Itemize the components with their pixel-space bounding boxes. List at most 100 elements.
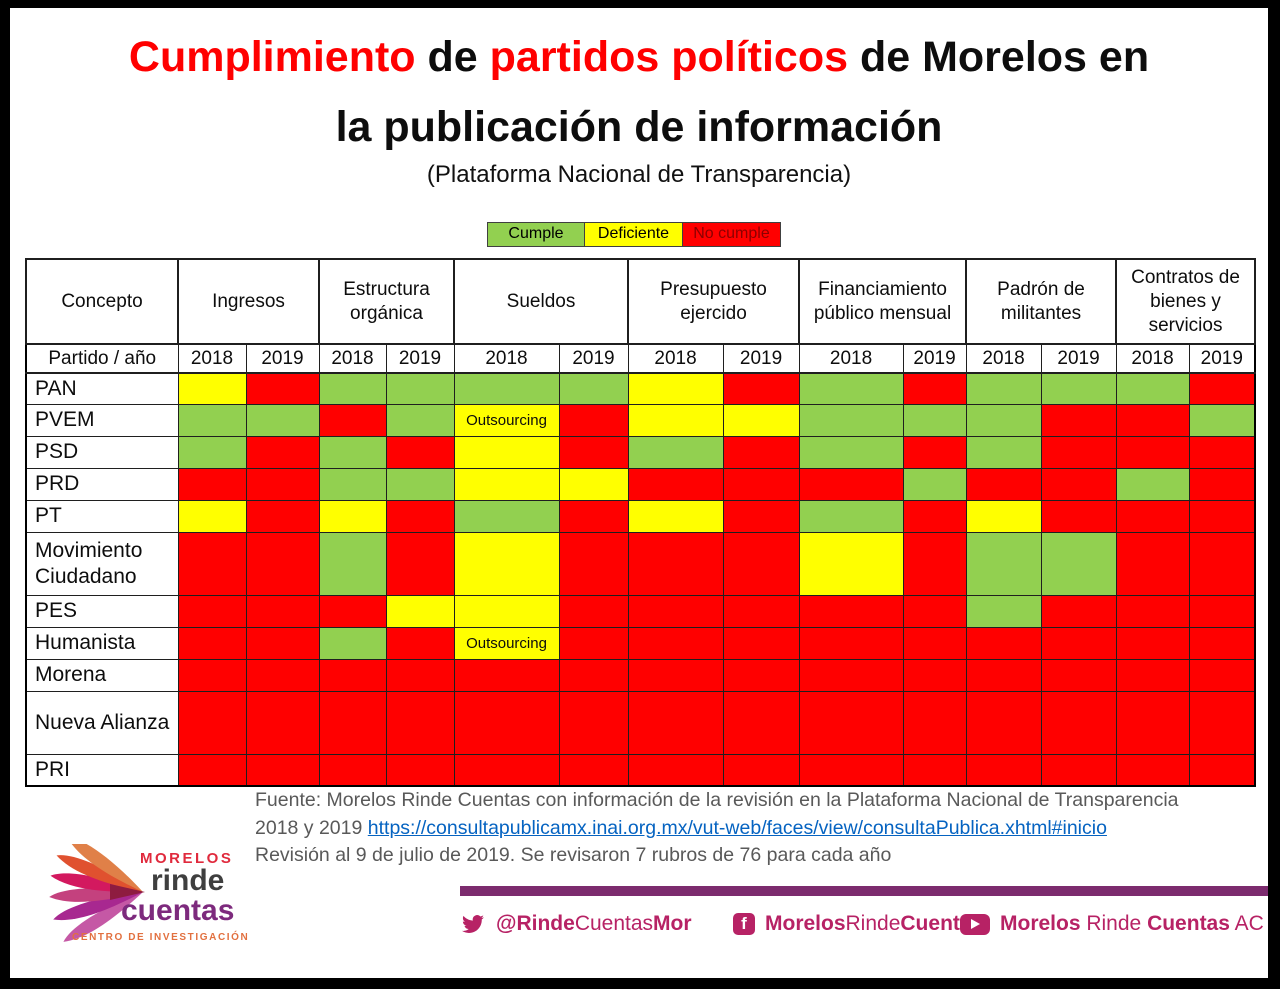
- facebook-text-reg-1: Rinde: [845, 912, 901, 935]
- status-cell: [245, 531, 320, 596]
- status-cell: [965, 531, 1042, 596]
- status-cell: [558, 594, 629, 628]
- source-line-1: Fuente: Morelos Rinde Cuentas con inform…: [255, 789, 1179, 811]
- year-header: 2018: [798, 343, 904, 374]
- youtube-text-bold-1: Morelos: [1000, 912, 1081, 935]
- status-cell: [385, 594, 455, 628]
- youtube-text-bold-2: Cuentas: [1147, 912, 1230, 935]
- status-cell: [318, 467, 387, 501]
- status-cell: [627, 626, 724, 660]
- status-cell: [453, 467, 560, 501]
- status-cell: [453, 531, 560, 596]
- youtube-icon: [960, 913, 990, 935]
- status-cell: [798, 594, 904, 628]
- status-cell: [177, 531, 247, 596]
- column-group-header-presupuesto-ejercido: Presupuesto ejercido: [627, 258, 801, 345]
- status-cell: [965, 753, 1042, 787]
- legend-item-cumple: Cumple: [487, 222, 585, 247]
- title-red-2: partidos políticos: [489, 33, 849, 81]
- logo-word-rinde: rinde: [151, 864, 225, 897]
- status-cell: [1115, 531, 1190, 596]
- status-cell: [558, 499, 629, 533]
- status-cell: [1040, 531, 1117, 596]
- status-cell: [1188, 626, 1256, 660]
- status-cell: [722, 435, 800, 469]
- status-cell: [245, 753, 320, 787]
- source-link[interactable]: https://consultapublicamx.inai.org.mx/vu…: [367, 816, 1107, 839]
- status-cell: [902, 403, 967, 437]
- status-cell: [902, 753, 967, 787]
- status-cell: Outsourcing: [453, 403, 560, 437]
- concepto-header: Concepto: [25, 258, 179, 345]
- status-cell: [385, 499, 455, 533]
- status-cell: [902, 372, 967, 405]
- status-cell: [1115, 658, 1190, 692]
- status-cell: [902, 594, 967, 628]
- year-header: 2019: [902, 343, 967, 374]
- status-cell: [177, 499, 247, 533]
- status-cell: [177, 467, 247, 501]
- status-cell: [385, 403, 455, 437]
- status-cell: [453, 594, 560, 628]
- youtube-handle: Morelos Rinde Cuentas AC: [960, 909, 1264, 939]
- legend: Cumple Deficiente No cumple: [487, 222, 781, 247]
- status-cell: [1188, 594, 1256, 628]
- status-cell: [722, 594, 800, 628]
- status-cell: [1188, 531, 1256, 596]
- twitter-icon: [460, 913, 486, 935]
- status-cell: [558, 372, 629, 405]
- leaf-fan-icon: [49, 844, 145, 942]
- status-cell: [902, 467, 967, 501]
- status-cell: [318, 403, 387, 437]
- org-logo: MORELOS rinde cuentas CENTRO DE INVESTIG…: [48, 840, 248, 950]
- status-cell: [1188, 435, 1256, 469]
- status-cell: [965, 594, 1042, 628]
- status-cell: [177, 658, 247, 692]
- legend-item-deficiente: Deficiente: [584, 222, 683, 247]
- status-cell: [558, 467, 629, 501]
- status-cell: [558, 658, 629, 692]
- status-cell: [318, 435, 387, 469]
- status-cell: [453, 690, 560, 755]
- status-cell: [965, 403, 1042, 437]
- status-cell: [385, 690, 455, 755]
- title-black-2: de Morelos en: [848, 33, 1150, 81]
- year-header: 2019: [245, 343, 320, 374]
- table-wrap: Concepto Ingresos Estructura orgánica Sueld…: [25, 258, 1257, 787]
- status-cell: [902, 626, 967, 660]
- party-name: PES: [25, 594, 179, 628]
- status-cell: [558, 403, 629, 437]
- twitter-handle-text: @RindeCuentasMor: [496, 912, 692, 936]
- status-cell: [965, 435, 1042, 469]
- status-cell: [798, 753, 904, 787]
- status-cell: [558, 753, 629, 787]
- poster-canvas: Cumplimiento de partidos políticos de Mo…: [10, 8, 1268, 978]
- status-cell: [722, 499, 800, 533]
- status-cell: [385, 372, 455, 405]
- twitter-handle: @RindeCuentasMor: [460, 909, 692, 939]
- title-red-1: Cumplimiento: [128, 33, 416, 81]
- source-line-3: Revisión al 9 de julio de 2019. Se revis…: [255, 844, 892, 866]
- status-cell: [177, 753, 247, 787]
- status-cell: [1115, 403, 1190, 437]
- status-cell: [1040, 467, 1117, 501]
- party-name: PSD: [25, 435, 179, 469]
- year-header: 2018: [318, 343, 387, 374]
- year-header: 2018: [965, 343, 1042, 374]
- status-cell: [1115, 467, 1190, 501]
- status-cell: [627, 753, 724, 787]
- party-name: PT: [25, 499, 179, 533]
- title-black-1: de: [415, 33, 490, 81]
- partido-ano-header: Partido / año: [25, 343, 179, 374]
- status-cell: [385, 435, 455, 469]
- status-cell: [245, 403, 320, 437]
- status-cell: [798, 690, 904, 755]
- facebook-text-bold-1: Morelos: [765, 912, 846, 935]
- year-header: 2018: [177, 343, 247, 374]
- party-name: Humanista: [25, 626, 179, 660]
- status-cell: [722, 658, 800, 692]
- party-name: Movimiento Ciudadano: [25, 531, 179, 596]
- column-group-header-estructura-orgánica: Estructura orgánica: [318, 258, 455, 345]
- status-cell: [627, 403, 724, 437]
- page-subtitle: (Plataforma Nacional de Transparencia): [426, 161, 852, 188]
